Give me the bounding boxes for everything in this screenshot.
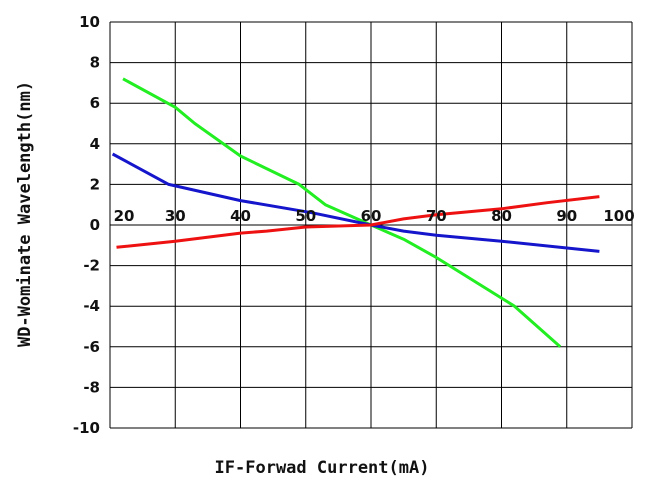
y-tick-label: 8 (90, 54, 100, 72)
grid (109, 21, 633, 429)
x-tick-labels: 20 30 40 50 60 70 80 90 100 (114, 207, 635, 225)
x-tick-label: 40 (230, 207, 251, 225)
y-tick-label: 4 (90, 135, 100, 153)
x-tick-label: 100 (603, 207, 634, 225)
x-tick-label: 20 (114, 207, 135, 225)
x-tick-label: 50 (295, 207, 316, 225)
y-tick-label: -10 (73, 419, 100, 437)
series-line-0 (122, 77, 562, 348)
x-tick-label: 60 (361, 207, 382, 225)
x-tick-label: 90 (556, 207, 577, 225)
y-tick-label: -6 (83, 338, 100, 356)
x-tick-label: 80 (491, 207, 512, 225)
series-line-2 (116, 195, 600, 249)
x-tick-label: 30 (165, 207, 186, 225)
y-tick-label: 2 (90, 175, 100, 193)
y-tick-label: -8 (83, 378, 100, 396)
y-tick-labels: 10 8 6 4 2 0 -2 -4 -6 -8 -10 (73, 13, 100, 437)
y-tick-label: -2 (83, 257, 100, 275)
y-tick-label: -4 (83, 297, 100, 315)
y-tick-label: 0 (90, 216, 100, 234)
y-tick-label: 10 (79, 13, 100, 31)
series-line-1 (111, 152, 600, 253)
y-axis-label: WD-Wominate Wavelength(nm) (15, 81, 35, 347)
series-group (111, 77, 600, 348)
x-axis-label: IF-Forwad Current(mA) (215, 458, 430, 478)
x-tick-label: 70 (426, 207, 447, 225)
y-tick-label: 6 (90, 94, 100, 112)
